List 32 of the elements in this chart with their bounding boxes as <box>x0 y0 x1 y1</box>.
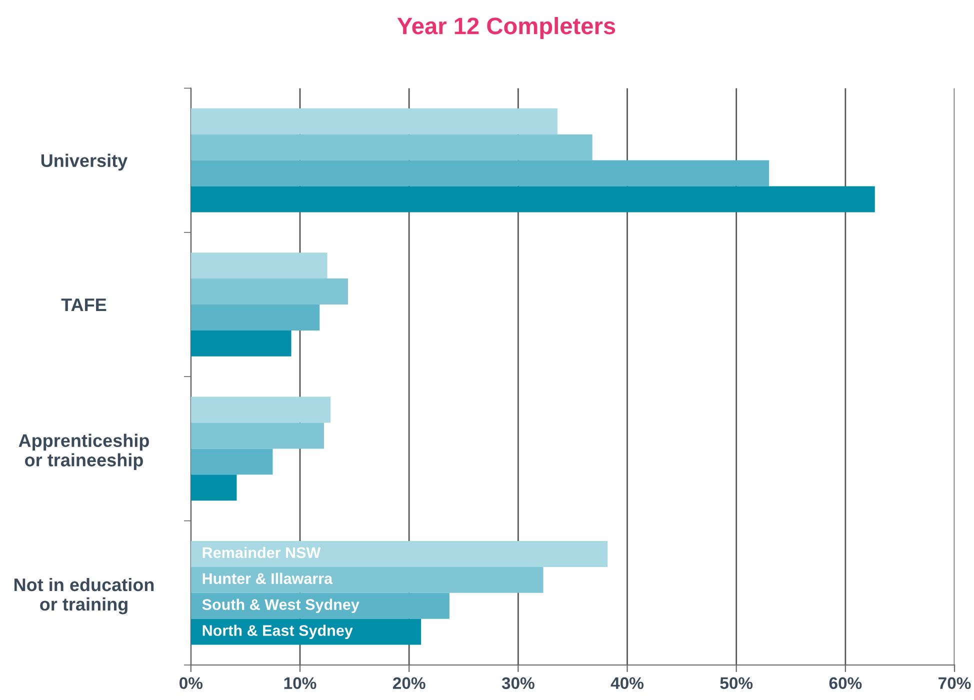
x-tick-label: 60% <box>829 677 862 690</box>
y-tick-label: TAFE <box>61 298 106 312</box>
x-tick-label: 70% <box>938 677 971 690</box>
bar <box>190 108 558 134</box>
series-label: Remainder NSW <box>202 546 321 558</box>
bar <box>190 592 450 619</box>
x-tick-label: 10% <box>284 677 316 690</box>
y-tick-label: Not in education or training <box>14 578 154 614</box>
bar <box>190 330 292 356</box>
bar <box>190 304 320 330</box>
series-label: Hunter & Illawarra <box>202 572 333 584</box>
series-label: North & East Sydney <box>202 624 353 639</box>
bar <box>190 422 324 449</box>
bar <box>190 448 273 475</box>
bar <box>190 278 348 304</box>
bar <box>190 474 237 501</box>
x-tick-label: 0% <box>180 677 203 690</box>
series-label: South & West Sydney <box>202 598 360 613</box>
chart-title: Year 12 Completers <box>397 16 616 40</box>
y-tick-label: University <box>41 154 128 171</box>
bar <box>190 160 770 186</box>
bar <box>190 566 544 593</box>
bar <box>190 396 331 423</box>
x-tick-label: 40% <box>610 677 644 690</box>
bar <box>190 134 592 160</box>
x-tick-label: 30% <box>502 677 534 690</box>
bar <box>190 540 608 567</box>
x-tick-label: 20% <box>392 677 426 690</box>
bar <box>190 186 875 212</box>
bar <box>190 252 328 279</box>
x-tick-label: 50% <box>720 677 753 690</box>
y-tick-label: Apprenticeship or traineeship <box>18 434 149 470</box>
